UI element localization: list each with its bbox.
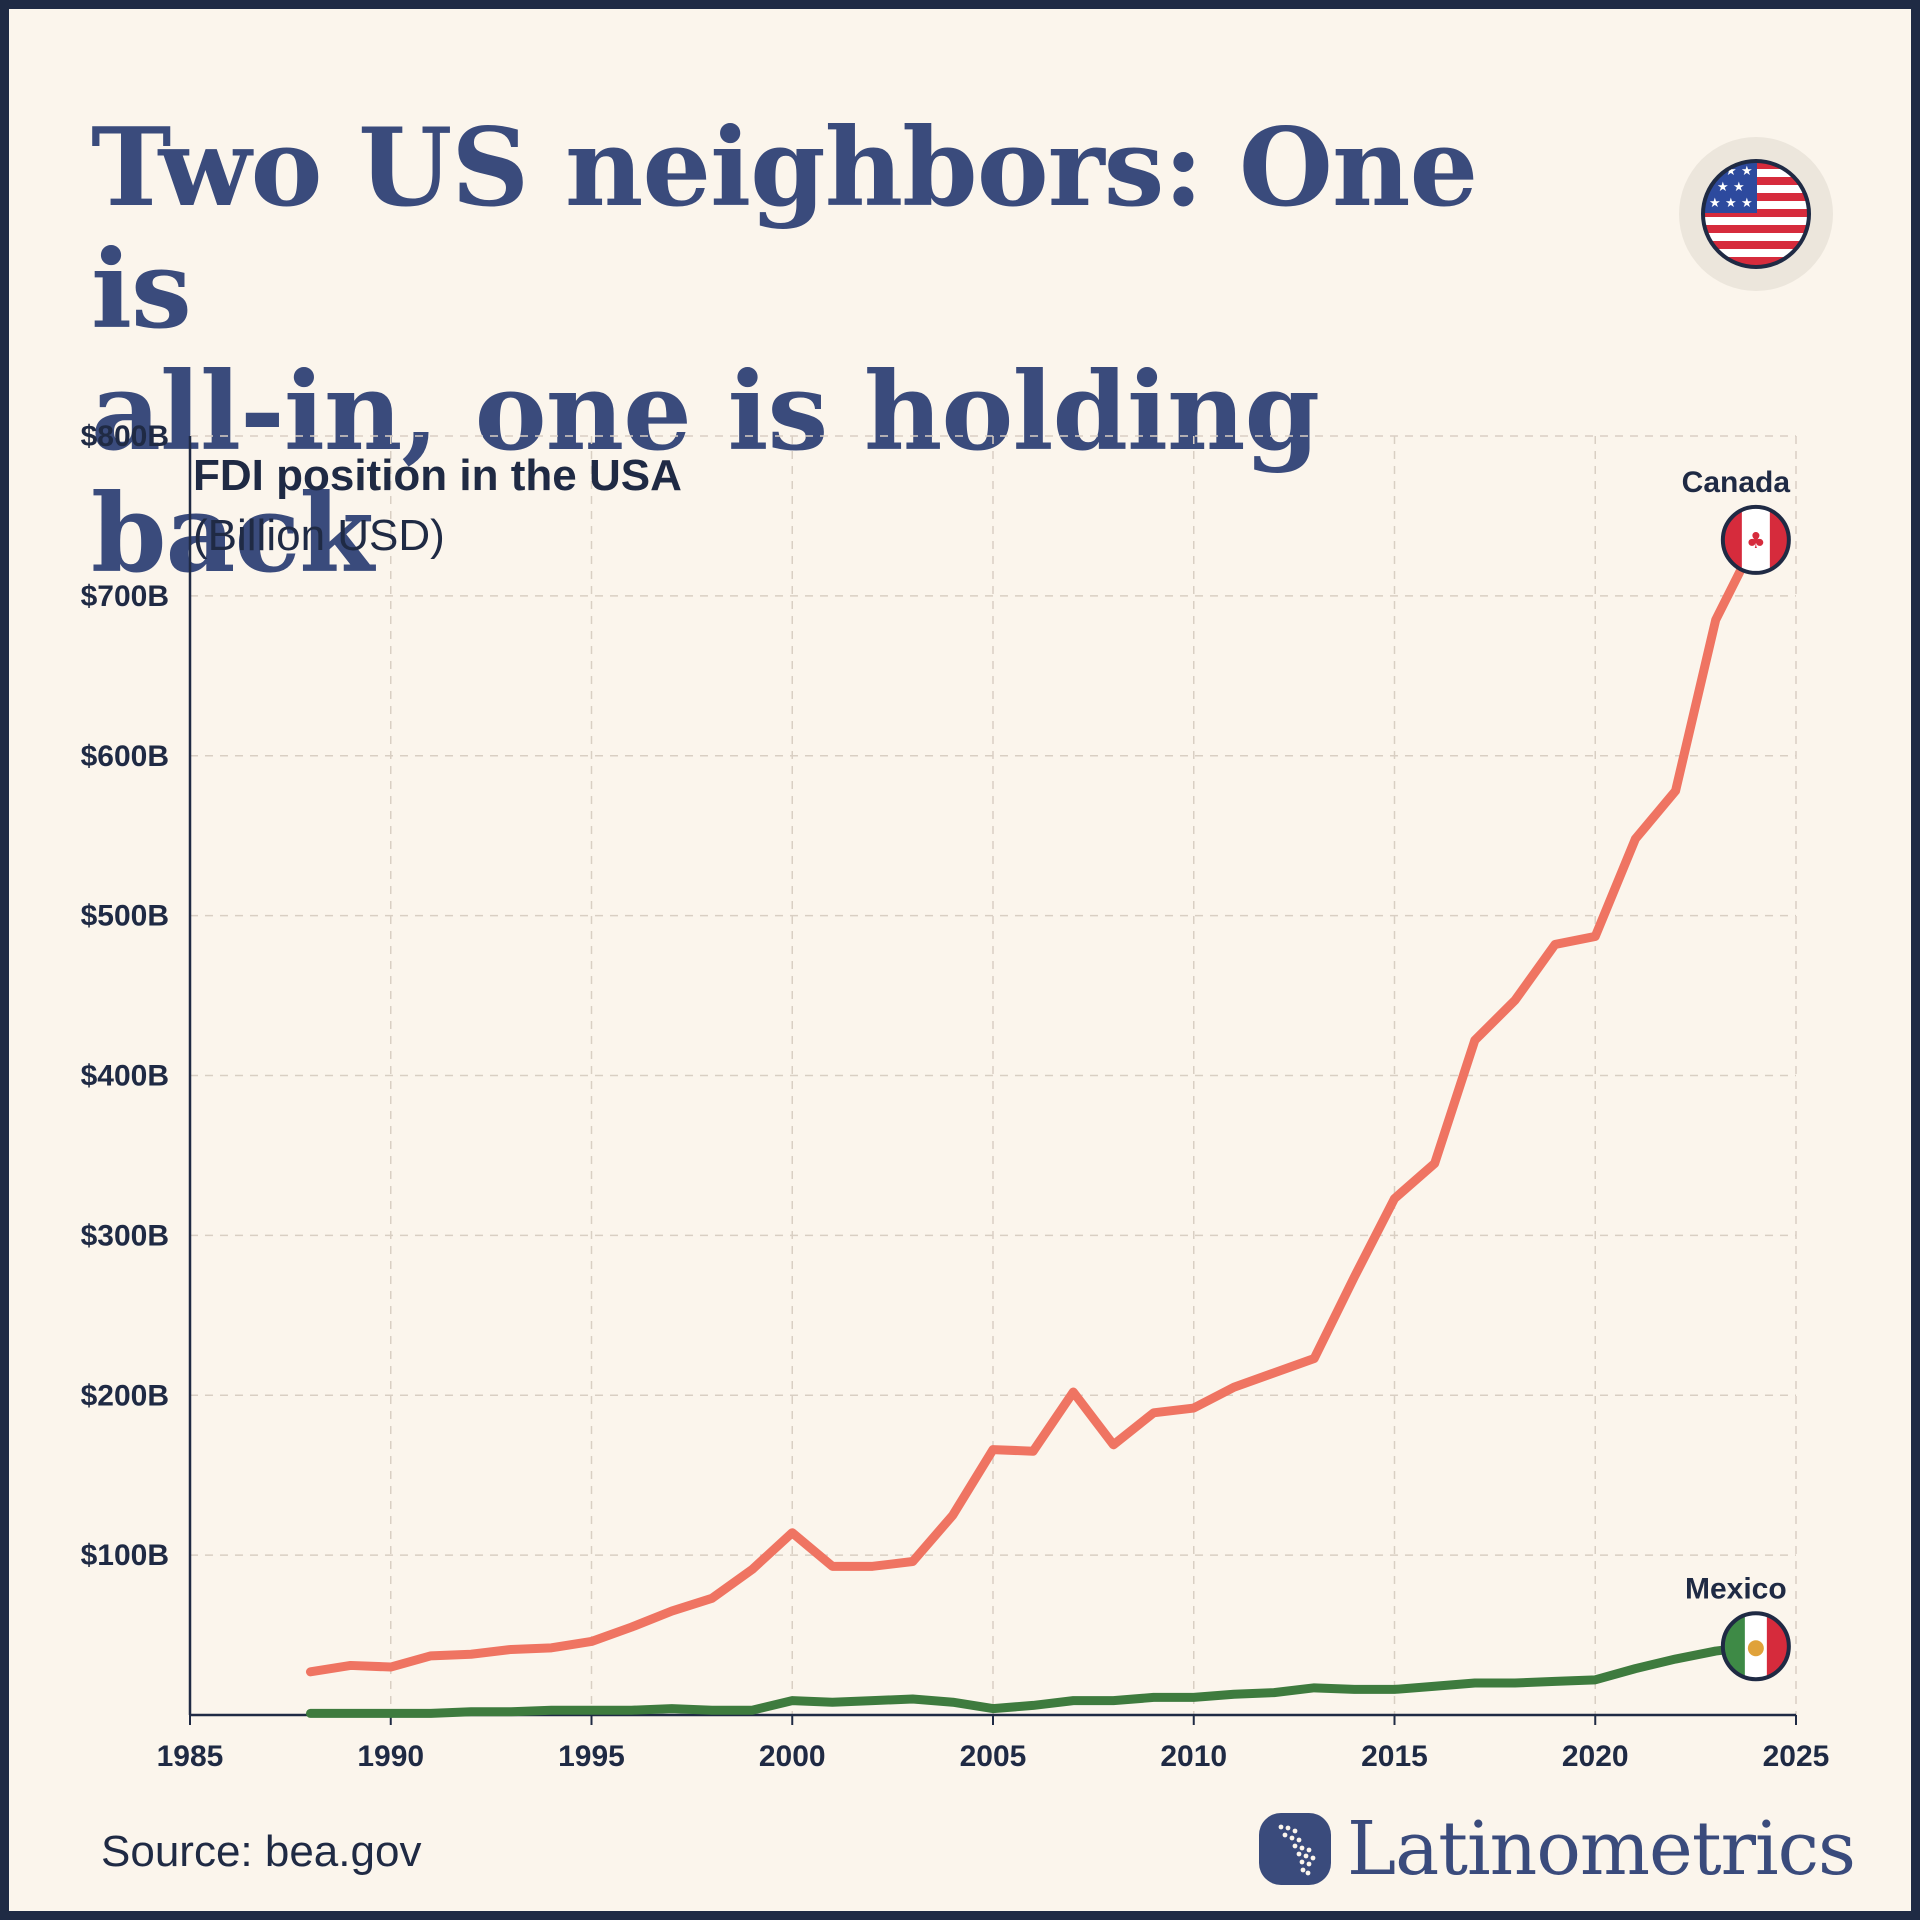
x-tick-label: 2025 — [1763, 1740, 1830, 1773]
us-flag-icon: ★★★ ★★ ★★★ — [1679, 137, 1833, 291]
axis-layer: 1985 1990 1995 2000 2005 2010 2015 2020 2025 $100… — [81, 420, 1830, 1773]
series-label-canada: Canada — [1682, 466, 1791, 499]
title-line-2: all-in, one is holding back — [91, 349, 1320, 597]
source-note: Source: bea.gov — [101, 1827, 422, 1876]
y-tick-label: $500B — [81, 900, 169, 933]
chart-title: FDI position in the USA — [193, 451, 682, 500]
x-tick-label: 2005 — [960, 1740, 1027, 1773]
x-tick-label: 2000 — [759, 1740, 826, 1773]
series-label-mexico: Mexico — [1685, 1572, 1787, 1605]
y-tick-label: $700B — [81, 580, 169, 613]
y-tick-label: $100B — [81, 1539, 169, 1572]
x-tick-label: 2015 — [1361, 1740, 1428, 1773]
fdi-line-chart: 1985 1990 1995 2000 2005 2010 2015 2020 2025 $100… — [81, 420, 1830, 1773]
brand-logo: Latinometrics — [1259, 1804, 1856, 1894]
page-title: Two US neighbors: One is all-in, one is … — [91, 107, 1591, 595]
series-layer — [305, 535, 1761, 1718]
latin-america-map-logo-icon — [1259, 1813, 1331, 1885]
title-line-1: Two US neighbors: One is — [91, 105, 1478, 353]
svg-text:★: ★ — [1741, 164, 1753, 179]
chart-subtitle: (Billion USD) — [193, 511, 445, 560]
x-tick-label: 1995 — [558, 1740, 625, 1773]
x-tick-label: 1990 — [357, 1740, 424, 1773]
series-line-mexico — [305, 1641, 1761, 1718]
svg-text:★: ★ — [1733, 180, 1745, 195]
x-tick-label: 2020 — [1562, 1740, 1629, 1773]
y-tick-label: $300B — [81, 1219, 169, 1252]
svg-text:★: ★ — [1725, 196, 1737, 211]
maple-leaf-icon: ♣ — [1746, 529, 1766, 554]
eagle-emblem-icon — [1747, 1640, 1764, 1657]
label-layer: ♣ Canada Mexico — [1682, 466, 1791, 1682]
svg-text:★: ★ — [1725, 164, 1737, 179]
y-tick-label: $800B — [81, 420, 169, 453]
svg-text:★: ★ — [1717, 180, 1729, 195]
mexico-flag-icon — [1720, 1611, 1791, 1682]
svg-text:★: ★ — [1709, 196, 1721, 211]
canada-flag-icon: ♣ — [1720, 504, 1791, 575]
grid-layer — [190, 435, 1797, 1715]
brand-name: Latinometrics — [1347, 1806, 1856, 1892]
y-tick-label: $200B — [81, 1379, 169, 1412]
series-line-canada — [305, 535, 1761, 1677]
y-tick-label: $600B — [81, 740, 169, 773]
infographic-frame: Two US neighbors: One is all-in, one is … — [9, 9, 1911, 1911]
svg-text:★: ★ — [1741, 196, 1753, 211]
x-tick-label: 2010 — [1160, 1740, 1227, 1773]
x-tick-label: 1985 — [157, 1740, 224, 1773]
y-tick-label: $400B — [81, 1060, 169, 1093]
